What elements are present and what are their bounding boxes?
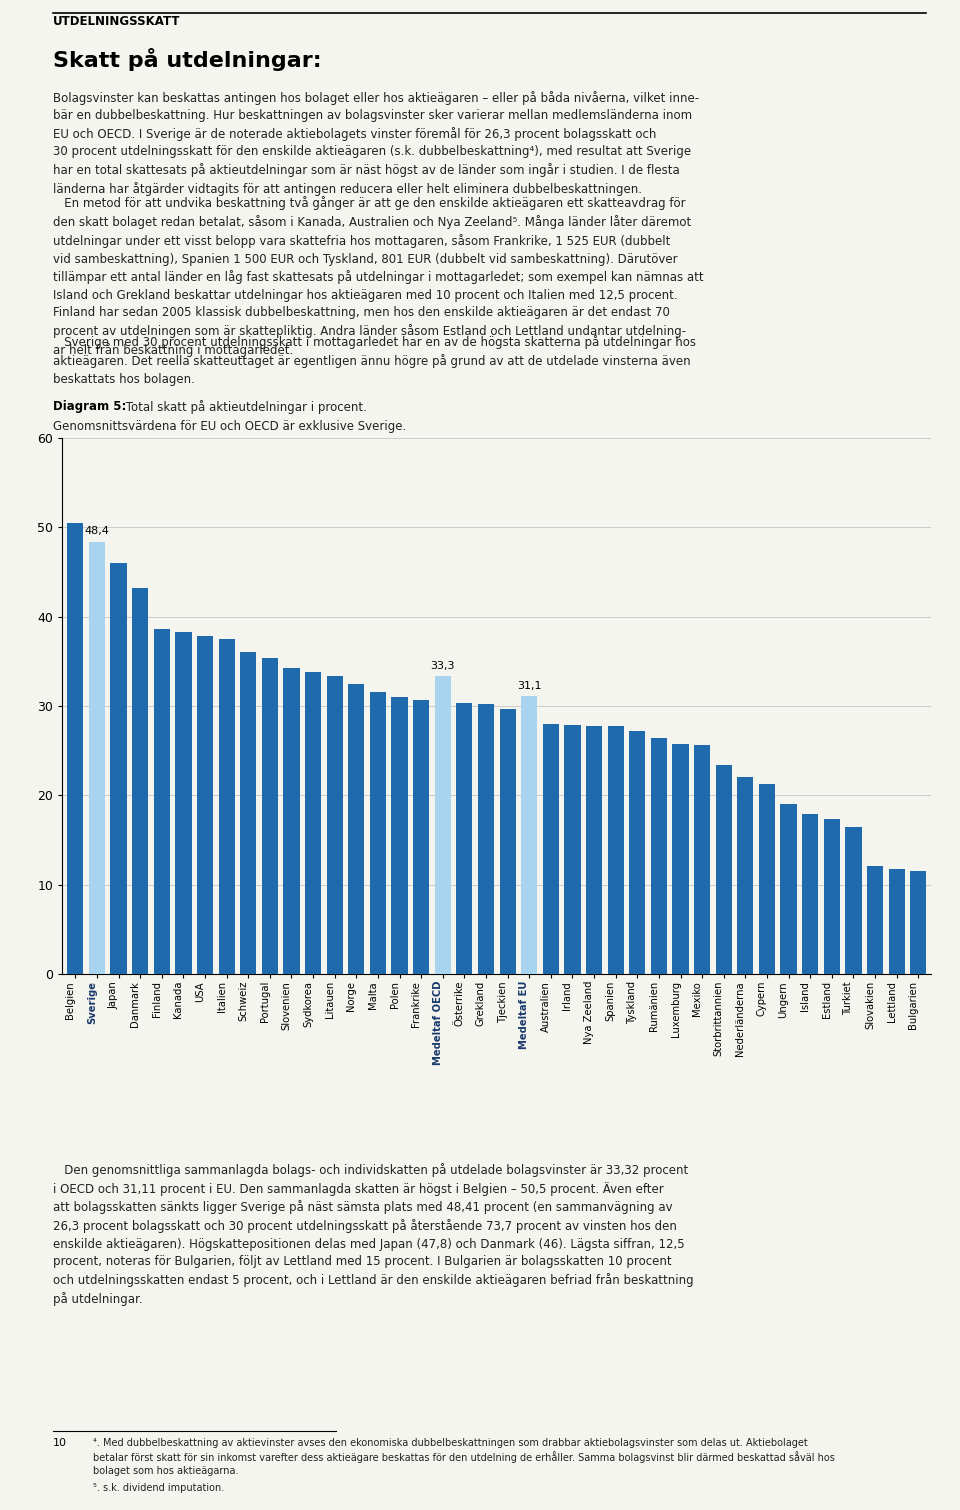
Text: 10: 10 — [53, 1438, 67, 1448]
Bar — [89, 542, 105, 974]
Bar — [197, 636, 213, 974]
Bar — [348, 684, 365, 974]
Bar — [262, 658, 278, 974]
Bar — [694, 746, 710, 974]
Bar — [521, 696, 538, 974]
Text: Sverige med 30 procent utdelningsskatt i mottagarledet har en av de högsta skatt: Sverige med 30 procent utdelningsskatt i… — [53, 335, 696, 385]
Text: UTDELNINGSSKATT: UTDELNINGSSKATT — [53, 15, 180, 29]
Bar — [132, 587, 148, 974]
Text: ⁴. Med dubbelbeskattning av aktievinster avses den ekonomiska dubbelbeskattninge: ⁴. Med dubbelbeskattning av aktievinster… — [93, 1438, 835, 1475]
Bar — [305, 672, 322, 974]
Bar — [542, 723, 559, 974]
Bar — [780, 805, 797, 974]
Bar — [651, 738, 667, 974]
Text: ⁵. s.k. dividend imputation.: ⁵. s.k. dividend imputation. — [93, 1483, 225, 1493]
Bar — [326, 676, 343, 974]
Bar — [478, 704, 494, 974]
Text: Skatt på utdelningar:: Skatt på utdelningar: — [53, 48, 322, 71]
Bar — [392, 698, 408, 974]
Bar — [499, 710, 516, 974]
Bar — [283, 667, 300, 974]
Bar — [802, 814, 818, 974]
Text: Total skatt på aktieutdelningar i procent.: Total skatt på aktieutdelningar i procen… — [122, 400, 367, 414]
Text: 33,3: 33,3 — [430, 661, 455, 670]
Bar — [846, 827, 861, 974]
Bar — [889, 870, 904, 974]
Text: Genomsnittsvärdena för EU och OECD är exklusive Sverige.: Genomsnittsvärdena för EU och OECD är ex… — [53, 420, 406, 433]
Bar — [715, 766, 732, 974]
Bar — [867, 865, 883, 974]
Text: Bolagsvinster kan beskattas antingen hos bolaget eller hos aktieägaren – eller p: Bolagsvinster kan beskattas antingen hos… — [53, 91, 699, 196]
Bar — [435, 676, 451, 974]
Text: Diagram 5:: Diagram 5: — [53, 400, 126, 414]
Bar — [672, 744, 688, 974]
Bar — [219, 639, 235, 974]
Bar — [629, 731, 645, 974]
Bar — [176, 631, 192, 974]
Text: 48,4: 48,4 — [84, 525, 109, 536]
Bar — [758, 784, 775, 974]
Text: Den genomsnittliga sammanlagda bolags- och individskatten på utdelade bolagsvins: Den genomsnittliga sammanlagda bolags- o… — [53, 1163, 693, 1306]
Bar — [154, 630, 170, 974]
Bar — [910, 871, 926, 974]
Bar — [737, 776, 754, 974]
Bar — [240, 652, 256, 974]
Text: 31,1: 31,1 — [517, 681, 541, 690]
Bar — [67, 522, 84, 974]
Bar — [110, 563, 127, 974]
Bar — [564, 725, 581, 974]
Bar — [456, 704, 472, 974]
Bar — [608, 726, 624, 974]
Bar — [370, 692, 386, 974]
Bar — [413, 699, 429, 974]
Bar — [824, 820, 840, 974]
Text: En metod för att undvika beskattning två gånger är att ge den enskilde aktieägar: En metod för att undvika beskattning två… — [53, 196, 704, 358]
Bar — [586, 726, 602, 974]
